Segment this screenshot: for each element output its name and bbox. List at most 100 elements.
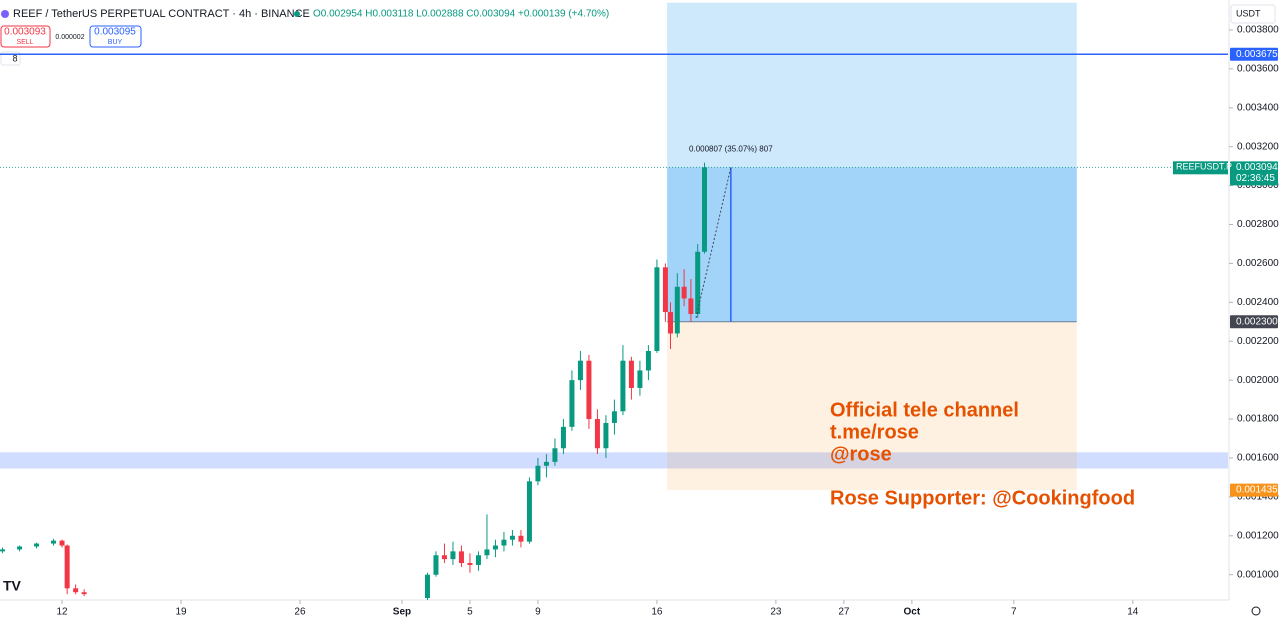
candle-body [620, 360, 626, 412]
x-tick-label: Oct [904, 607, 921, 618]
candle-body [475, 555, 481, 565]
sell-price: 0.003093 [4, 27, 46, 38]
y-tick-label: 0.003400 [1237, 102, 1279, 113]
candle-body [645, 350, 651, 371]
candle-body [702, 167, 708, 252]
stop-zone [667, 321, 1077, 491]
candle-body [594, 419, 600, 449]
price-label: 0.002300 [1236, 316, 1278, 327]
measure-dash [695, 167, 732, 319]
candle-body [668, 312, 674, 334]
candle-body [688, 298, 694, 315]
annotation: t.me/rose [830, 421, 919, 443]
x-tick-label: 9 [535, 607, 541, 618]
y-tick-label: 0.002400 [1237, 297, 1279, 308]
y-tick-label: 0.003600 [1237, 64, 1279, 75]
candle-body [492, 545, 498, 550]
candle-body [662, 267, 668, 313]
x-tick-label: 14 [1127, 607, 1139, 618]
candle-body [64, 545, 70, 589]
candle-body [424, 574, 430, 599]
candle-body [526, 481, 532, 542]
candle-body [81, 592, 87, 595]
x-tick-label: 5 [467, 607, 473, 618]
layer [0, 2, 1228, 491]
candle-body [681, 286, 687, 299]
candle-body [518, 535, 524, 542]
candle-body [467, 563, 473, 565]
candle-body [51, 540, 57, 544]
y-tick-label: 0.003800 [1237, 25, 1279, 36]
candle-body [637, 370, 643, 388]
candle-body [433, 555, 439, 575]
y-tick-label: 0.003000 [1237, 180, 1279, 191]
candle-body [560, 426, 566, 449]
price-label-box [1230, 483, 1278, 497]
measure-label: 0.000807 (35.07%) 807 [689, 144, 773, 153]
support-zone [0, 452, 1228, 469]
candle-body [552, 448, 558, 462]
y-tick-label: 0.002600 [1237, 258, 1279, 269]
price-label: 0.001435 [1236, 485, 1278, 496]
y-tick-label: 0.002200 [1237, 336, 1279, 347]
y-tick-label: 0.001400 [1237, 492, 1279, 503]
target-zone [667, 2, 1077, 322]
logo: TV [3, 578, 22, 594]
sell-button[interactable] [0, 25, 51, 48]
candle-body [654, 267, 660, 351]
annotation: @rose [830, 443, 892, 465]
candle-body [611, 411, 617, 423]
settings-icon[interactable] [1251, 606, 1261, 616]
candle-body [441, 555, 447, 560]
candle-body [695, 251, 701, 315]
candle-body [484, 549, 490, 556]
x-tick-label: 23 [770, 607, 782, 618]
annotation: Rose Supporter: @Cookingfood [830, 487, 1135, 509]
price-label-box [1230, 315, 1278, 329]
candle-body [34, 543, 40, 547]
spread: 0.000002 [55, 34, 84, 41]
countdown: 02:36:45 [1236, 173, 1275, 184]
x-tick-label: 16 [651, 607, 663, 618]
buy-label: BUY [108, 39, 123, 46]
candle-body [577, 360, 583, 381]
status-dot [294, 11, 300, 17]
candle-body [509, 535, 515, 540]
y-tick-label: 0.001600 [1237, 453, 1279, 464]
price-label: 0.003675 [1236, 49, 1278, 60]
y-tick-label: 0.001200 [1237, 530, 1279, 541]
y-tick-label: 0.002000 [1237, 375, 1279, 386]
x-tick-label: 7 [1011, 607, 1017, 618]
candle-body [586, 360, 592, 420]
candle-body [458, 551, 464, 564]
indicator-toggle[interactable] [0, 51, 21, 66]
candle-body [603, 422, 609, 449]
symbol-tag-box [1173, 161, 1228, 175]
price-label-box [1230, 161, 1278, 186]
candle-body [569, 380, 575, 427]
x-tick-label: 27 [838, 607, 850, 618]
candle-body [450, 551, 456, 560]
candle-body [0, 549, 6, 552]
x-tick-label: Sep [393, 607, 411, 618]
currency-button[interactable] [1230, 4, 1276, 24]
y-tick-label: 0.001800 [1237, 414, 1279, 425]
buy-button[interactable] [89, 25, 142, 48]
candle-body [543, 461, 549, 466]
profit-zone [667, 167, 1077, 322]
symbol-tag: REEFUSDT.P [1176, 162, 1232, 172]
symbol-icon [1, 10, 9, 18]
x-tick-label: 26 [294, 607, 306, 618]
candle-body [628, 360, 634, 388]
ohlc: O0.002954 H0.003118 L0.002888 C0.003094 … [313, 9, 609, 20]
price-label: 0.003094 [1236, 162, 1278, 173]
indicator-count: 8 [12, 53, 17, 63]
price-label-box [1230, 47, 1278, 61]
x-tick-label: 19 [175, 607, 187, 618]
candle-body [59, 540, 65, 546]
y-tick-label: 0.001000 [1237, 569, 1279, 580]
y-tick-label: 0.002800 [1237, 219, 1279, 230]
currency: USDT [1236, 8, 1261, 18]
candle-body [73, 588, 79, 593]
